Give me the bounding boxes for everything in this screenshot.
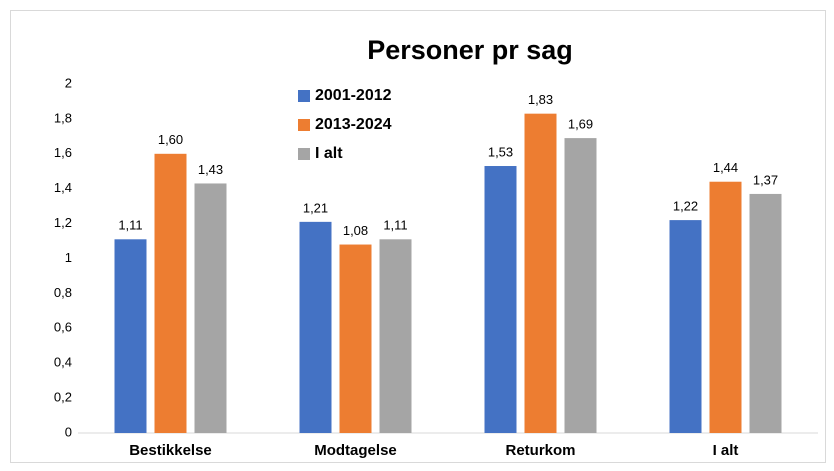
bar [154,153,187,434]
y-tick-label: 0,8 [54,285,72,300]
bar [484,166,517,433]
data-label: 1,22 [673,199,698,214]
y-tick-label: 1,4 [54,180,72,195]
bar [194,183,227,433]
legend-label: I alt [315,145,343,162]
data-label: 1,83 [528,92,553,107]
data-label: 1,21 [303,200,328,215]
bar [524,113,557,433]
legend-swatch [298,119,310,131]
data-label: 1,08 [343,223,368,238]
data-label: 1,60 [158,132,183,147]
x-tick-label: Returkom [505,442,575,459]
y-tick-label: 0,2 [54,390,72,405]
y-tick-label: 0,6 [54,320,72,335]
bar [379,239,412,433]
y-tick-label: 1,8 [54,110,72,125]
bar [709,181,742,433]
x-tick-label: I alt [713,442,739,459]
y-tick-label: 0,4 [54,355,72,370]
data-label: 1,53 [488,144,513,159]
bar [749,193,782,433]
data-label: 1,37 [753,172,778,187]
y-tick-label: 1 [65,250,72,265]
chart-title: Personer pr sag [367,35,573,65]
data-label: 1,43 [198,162,223,177]
x-tick-label: Modtagelse [314,442,397,459]
bar [114,239,147,433]
legend-label: 2013-2024 [315,116,392,133]
data-label: 1,11 [383,218,407,233]
y-tick-label: 1,2 [54,215,72,230]
y-tick-label: 0 [65,424,72,439]
y-tick-label: 2 [65,75,72,90]
bar [299,221,332,433]
bar [564,138,597,433]
bar [669,220,702,433]
x-tick-label: Bestikkelse [129,442,212,459]
data-label: 1,44 [713,160,738,175]
data-label: 1,69 [568,117,593,132]
data-label: 1,11 [118,218,142,233]
legend-swatch [298,148,310,160]
y-tick-label: 1,6 [54,145,72,160]
bar [339,244,372,433]
legend-label: 2001-2012 [315,87,392,104]
legend-swatch [298,90,310,102]
